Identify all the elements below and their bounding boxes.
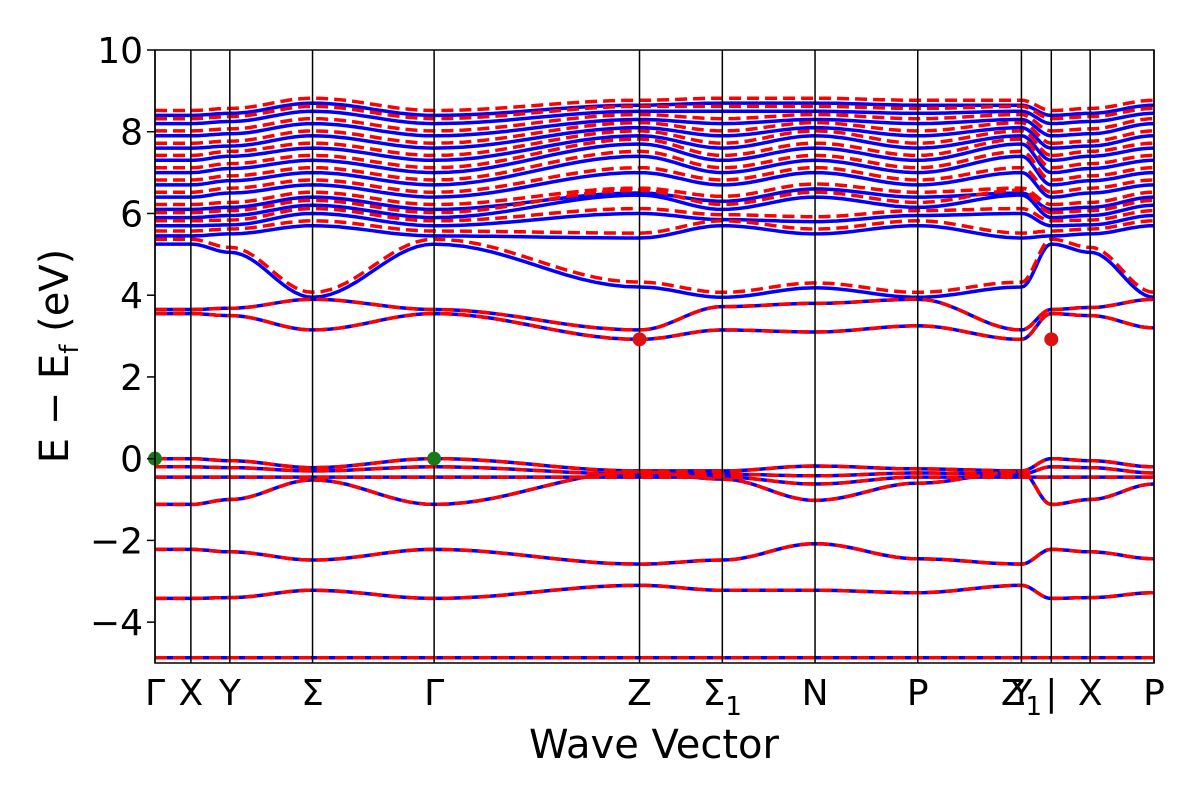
x-axis: Γ X Y Σ Γ Z Σ1 N P YZ1 | X P: [145, 673, 1165, 722]
x-tick-label-main: Γ: [145, 673, 165, 714]
x-tick-label-subscript: 1: [725, 692, 742, 722]
y-axis-title-subscript: f: [55, 344, 85, 354]
x-tick-label-main: Z: [1001, 673, 1026, 714]
y-tick-label: 2: [120, 358, 143, 399]
x-tick-label-main: Σ: [301, 673, 324, 714]
x-tick-label-main: X: [179, 673, 204, 714]
x-tick-label-main: Γ: [424, 673, 444, 714]
x-tick-label-subscript: 1: [1025, 692, 1042, 722]
x-tick-label-main: Z: [627, 673, 652, 714]
band-edge-marker: [427, 451, 442, 466]
x-tick-label: Y: [218, 673, 242, 714]
x-tick-label-main: Σ: [703, 673, 726, 714]
x-tick-label-main: N: [802, 673, 829, 714]
x-tick-label: Y: [1009, 673, 1033, 714]
y-tick-label: 8: [120, 113, 143, 154]
x-tick-label-main: |: [1045, 673, 1057, 714]
x-tick-label-main: P: [1143, 673, 1165, 714]
x-tick-label: Σ1: [703, 673, 742, 722]
y-axis-title: E − Ef (eV): [32, 249, 85, 464]
y-tick-label: 10: [97, 31, 143, 72]
x-tick-label: X: [179, 673, 204, 714]
band-edge-marker: [1044, 332, 1059, 347]
y-axis: 10 8 6 4 2 0 −2 −4: [90, 31, 155, 644]
x-tick-label: N: [802, 673, 829, 714]
y-tick-label: 6: [120, 194, 143, 235]
x-tick-label: Z1: [1001, 673, 1042, 722]
y-tick-label: 0: [120, 440, 143, 481]
y-tick-label: −2: [90, 521, 143, 562]
x-tick-label: Γ: [145, 673, 165, 714]
y-axis-title-unit: (eV): [32, 249, 78, 345]
plot-frame: [154, 49, 1155, 664]
y-tick-label: −4: [90, 603, 143, 644]
x-tick-label-main: Y: [1009, 673, 1033, 714]
x-tick-label: |: [1045, 673, 1057, 714]
x-tick-label: P: [1143, 673, 1165, 714]
x-axis-title: Wave Vector: [529, 722, 780, 768]
x-tick-label: Γ: [424, 673, 444, 714]
x-tick-label-main: P: [907, 673, 929, 714]
y-axis-title-main: E − E: [32, 354, 78, 464]
x-tick-label-main: Y: [218, 673, 242, 714]
x-tick-label: X: [1078, 673, 1103, 714]
x-tick-label-main: X: [1078, 673, 1103, 714]
band-edge-marker: [632, 332, 647, 347]
x-tick-label: Z: [627, 673, 652, 714]
x-tick-label: P: [907, 673, 929, 714]
kpoint-lines: [154, 50, 1155, 663]
x-tick-label: Σ: [301, 673, 324, 714]
y-tick-label: 4: [120, 276, 143, 317]
